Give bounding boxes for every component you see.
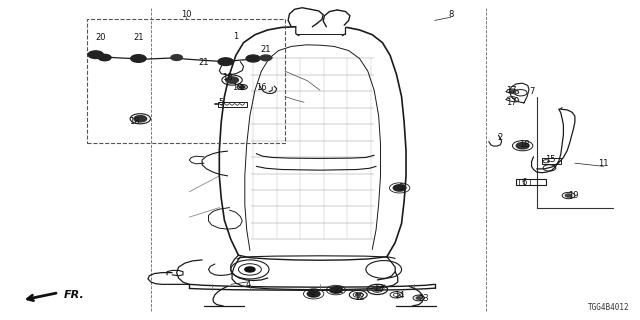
Text: 9: 9 (310, 290, 315, 299)
Text: 20: 20 (95, 33, 106, 42)
Circle shape (516, 142, 529, 149)
Text: 18: 18 (518, 140, 529, 149)
Text: 3: 3 (398, 183, 404, 192)
Text: 13: 13 (373, 284, 384, 293)
Text: 23: 23 (419, 294, 429, 303)
Circle shape (394, 185, 406, 191)
Text: 18: 18 (222, 73, 233, 82)
Circle shape (245, 267, 255, 272)
Circle shape (99, 54, 111, 61)
Circle shape (240, 86, 245, 88)
Text: 21: 21 (199, 58, 209, 67)
Text: 19: 19 (568, 191, 578, 200)
Circle shape (218, 58, 234, 66)
Circle shape (330, 287, 342, 293)
Text: 17: 17 (506, 99, 516, 108)
Text: 16: 16 (256, 83, 267, 92)
Circle shape (356, 293, 361, 296)
Text: 17: 17 (506, 86, 516, 95)
Circle shape (565, 194, 572, 197)
Circle shape (260, 55, 271, 61)
Circle shape (88, 51, 103, 59)
Text: 11: 11 (598, 159, 609, 168)
Text: 21: 21 (260, 45, 271, 54)
Text: 19: 19 (232, 83, 243, 92)
Text: FR.: FR. (64, 290, 84, 300)
Circle shape (246, 55, 260, 62)
Text: 22: 22 (334, 285, 344, 295)
Bar (516, 179, 546, 185)
Circle shape (134, 116, 147, 122)
Bar (88, 19, 285, 142)
Text: TGG4B4012: TGG4B4012 (588, 303, 629, 312)
Text: 10: 10 (181, 10, 191, 19)
Bar (218, 102, 246, 107)
Text: 12: 12 (355, 293, 365, 302)
Circle shape (131, 55, 146, 62)
Bar (541, 158, 561, 164)
Circle shape (226, 77, 239, 83)
Text: 7: 7 (529, 87, 534, 96)
Circle shape (374, 288, 381, 291)
Circle shape (416, 297, 421, 299)
Text: 6: 6 (521, 178, 527, 187)
Text: 2: 2 (497, 133, 502, 142)
Text: 14: 14 (394, 291, 405, 300)
Text: 5: 5 (219, 99, 224, 108)
Text: 1: 1 (233, 32, 239, 41)
Text: 8: 8 (448, 10, 453, 19)
Circle shape (171, 55, 182, 60)
Text: 18: 18 (129, 117, 140, 126)
Circle shape (307, 291, 320, 297)
Text: 15: 15 (545, 155, 556, 164)
Circle shape (509, 90, 516, 93)
Text: 4: 4 (246, 280, 252, 289)
Text: 21: 21 (133, 33, 143, 42)
